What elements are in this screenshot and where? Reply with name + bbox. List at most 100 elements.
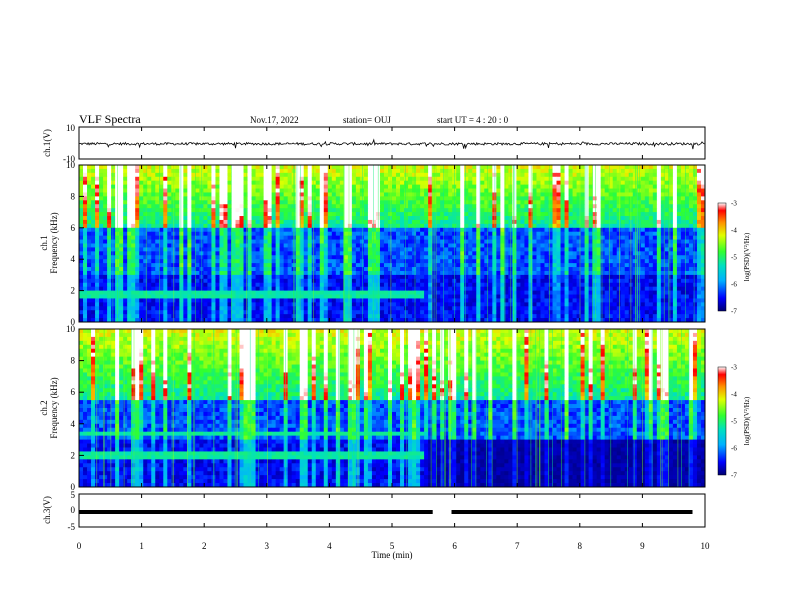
spectrogram-cell	[652, 200, 658, 205]
spectrogram-cell	[692, 172, 698, 178]
spectrogram-cell	[460, 278, 465, 284]
spectrogram-cell	[107, 263, 112, 268]
spectrogram-cell	[428, 282, 433, 288]
spectrogram-cell	[476, 274, 481, 280]
spectrogram-cell	[167, 212, 172, 217]
spectrogram-cell	[608, 216, 614, 221]
spectrogram-cell	[139, 176, 144, 182]
spectrogram-cell	[247, 243, 252, 248]
spectrogram-cell	[123, 192, 128, 197]
spectrogram-cell	[504, 212, 509, 217]
spectrogram-cell	[616, 235, 622, 240]
spectrogram-cell	[243, 243, 248, 248]
spectrogram-cell	[159, 278, 164, 284]
spectrogram-cell	[568, 212, 573, 217]
spectrogram-cell	[183, 231, 188, 237]
spectrogram-cell	[223, 168, 228, 174]
spectrogram-cell	[396, 267, 401, 272]
spectrogram-cell	[359, 235, 365, 240]
spectrogram-cell	[231, 267, 236, 272]
spectrogram-cell	[119, 219, 124, 225]
spectrogram-cell	[287, 208, 293, 213]
spectrogram-cell	[580, 168, 586, 174]
spectrogram-cell	[656, 200, 662, 205]
spectrogram-cell	[620, 227, 626, 233]
spectrogram-cell	[392, 282, 397, 288]
spectrogram-cell	[343, 278, 349, 284]
spectrogram-cell	[460, 223, 465, 229]
spectrogram-cell	[440, 219, 445, 225]
spectrogram-cell	[588, 255, 594, 260]
spectrogram-cell	[648, 216, 654, 221]
spectrogram-cell	[524, 243, 529, 248]
spectrogram-cell	[295, 176, 301, 182]
spectrogram-cell	[540, 274, 545, 280]
spectrogram-cell	[492, 176, 497, 182]
spectrogram-cell	[612, 243, 618, 248]
spectrogram-cell	[496, 274, 501, 280]
spectrogram-cell	[275, 196, 281, 201]
spectrogram-cell	[251, 168, 256, 174]
spectrogram-cell	[327, 259, 333, 264]
spectrogram-cell	[604, 212, 610, 217]
spectrogram-cell	[107, 259, 112, 264]
spectrogram-cell	[668, 165, 674, 170]
spectrogram-cell	[524, 263, 529, 268]
spectrogram-cell	[424, 282, 429, 288]
spectrogram-cell	[696, 278, 702, 284]
spectrogram-cell	[171, 227, 176, 233]
spectrogram-cell	[516, 208, 521, 213]
spectrogram-cell	[235, 255, 240, 260]
spectrogram-cell	[548, 223, 553, 229]
spectrogram-cell	[464, 247, 469, 252]
spectrogram-cell	[468, 227, 473, 233]
spectrogram-cell	[163, 286, 168, 292]
spectrogram-cell	[648, 204, 654, 209]
spectrogram-cell	[139, 223, 144, 229]
spectrogram-cell	[235, 168, 240, 174]
spectrogram-cell	[283, 259, 289, 264]
spectrogram-cell	[484, 192, 489, 197]
spectrogram-cell	[648, 180, 654, 186]
spectrogram-cell	[335, 231, 341, 237]
spectrogram-cell	[103, 282, 108, 288]
spectrogram-cell	[596, 286, 602, 292]
spectrogram-cell	[692, 251, 698, 256]
spectrogram-cell	[247, 165, 252, 170]
spectrogram-cell	[151, 219, 156, 225]
spectrogram-cell	[287, 165, 293, 170]
spectrogram-cell	[536, 286, 541, 292]
spectrogram-cell	[448, 223, 453, 229]
spectrogram-cell	[664, 204, 670, 209]
spectrogram-cell	[263, 227, 268, 233]
spectrogram-cell	[460, 274, 465, 280]
spectrogram-cell	[163, 259, 168, 264]
spectrogram-cell	[367, 219, 373, 225]
spectrogram-cell	[263, 231, 268, 237]
spectrogram-cell	[167, 247, 172, 252]
spectrogram-cell	[79, 165, 84, 170]
spectrogram-cell	[103, 227, 108, 233]
spectrogram-cell	[151, 227, 156, 233]
spectrogram-cell	[335, 286, 341, 292]
spectrogram-cell	[99, 239, 104, 244]
spectrogram-cell	[536, 282, 541, 288]
spectrogram-cell	[227, 286, 232, 292]
spectrogram-cell	[175, 216, 180, 221]
spectrogram-cell	[696, 219, 702, 225]
spectrogram-cell	[95, 239, 100, 244]
spectrogram-cell	[444, 227, 449, 233]
spectrogram-cell	[596, 176, 602, 182]
spectrogram-cell	[83, 251, 88, 256]
spectrogram-cell	[171, 216, 176, 221]
spectrogram-cell	[476, 278, 481, 284]
spectrogram-cell	[516, 200, 521, 205]
spectrogram-cell	[215, 208, 220, 213]
spectrogram-cell	[632, 180, 638, 186]
spectrogram-cell	[520, 274, 525, 280]
spectrogram-cell	[183, 243, 188, 248]
spectrogram-cell	[123, 227, 128, 233]
spectrogram-cell	[632, 168, 638, 174]
spectrogram-cell	[576, 196, 581, 201]
spectrogram-cell	[303, 282, 309, 288]
